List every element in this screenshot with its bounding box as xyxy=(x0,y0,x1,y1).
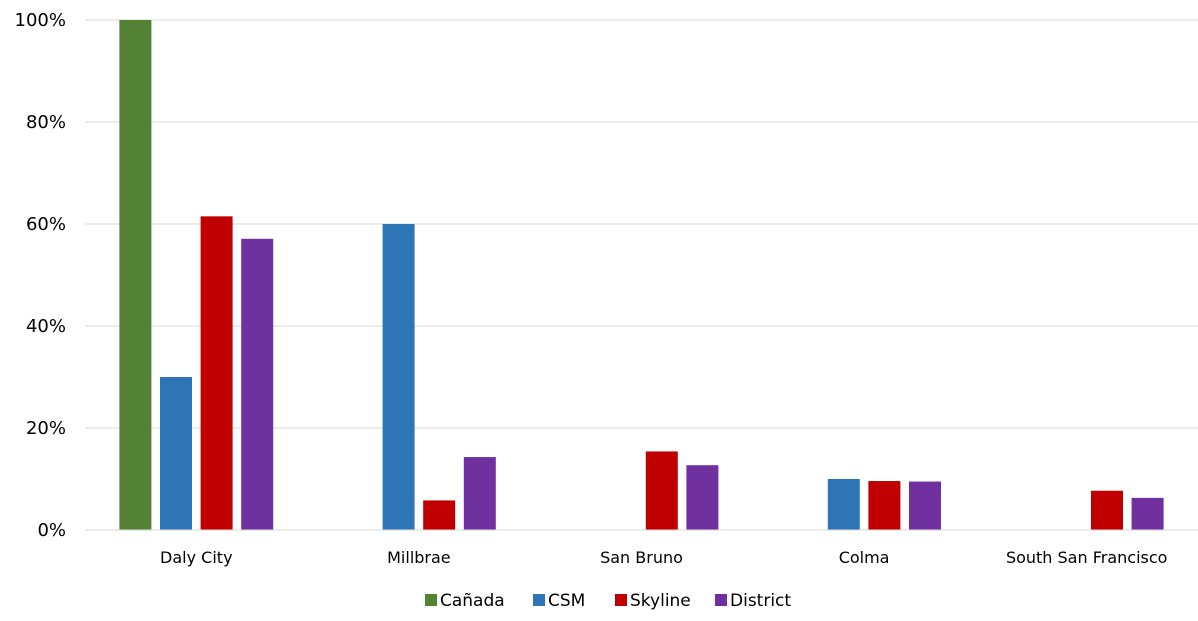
bar-ca-ada-daly-city xyxy=(119,20,152,530)
bar-skyline-south-san-francisco xyxy=(1091,490,1123,530)
legend-label: CSM xyxy=(548,591,585,611)
y-tick-label: 0% xyxy=(37,520,66,541)
bar-csm-colma xyxy=(827,479,860,530)
bar-district-daly-city xyxy=(241,238,274,531)
x-axis-category-labels: Daly City Millbrae San Bruno Colma South San… xyxy=(160,548,1167,567)
x-category-label: Millbrae xyxy=(387,548,451,567)
bar-skyline-colma xyxy=(868,481,901,530)
x-category-label: Colma xyxy=(839,548,890,567)
y-tick-label: 20% xyxy=(26,418,66,439)
bar-district-colma xyxy=(909,481,941,530)
legend-swatch xyxy=(715,594,727,606)
legend-label: District xyxy=(730,591,791,611)
legend-label: Skyline xyxy=(630,591,691,611)
bar-skyline-millbrae xyxy=(423,500,456,530)
y-tick-label: 80% xyxy=(26,112,66,133)
legend-swatch xyxy=(425,594,437,606)
bar-csm-millbrae xyxy=(382,224,415,530)
bars xyxy=(119,20,1164,531)
bar-district-millbrae xyxy=(463,457,496,530)
legend-swatch xyxy=(533,594,545,606)
y-tick-label: 40% xyxy=(26,316,66,337)
x-category-label: South San Francisco xyxy=(1006,548,1168,567)
x-category-label: San Bruno xyxy=(600,548,683,567)
legend-label: Cañada xyxy=(440,591,505,611)
y-axis-ticks: 0% 20% 40% 60% 80% 100% xyxy=(15,10,66,541)
bar-csm-daly-city xyxy=(160,377,192,530)
legend-swatch xyxy=(615,594,627,606)
y-tick-label: 100% xyxy=(15,10,66,31)
bar-skyline-daly-city xyxy=(200,216,233,530)
bar-district-san-bruno xyxy=(686,465,719,530)
bar-skyline-san-bruno xyxy=(645,451,678,530)
legend: Cañada CSM Skyline District xyxy=(425,591,791,611)
bar-district-south-san-francisco xyxy=(1131,497,1164,530)
y-tick-label: 60% xyxy=(26,214,66,235)
x-category-label: Daly City xyxy=(160,548,232,567)
